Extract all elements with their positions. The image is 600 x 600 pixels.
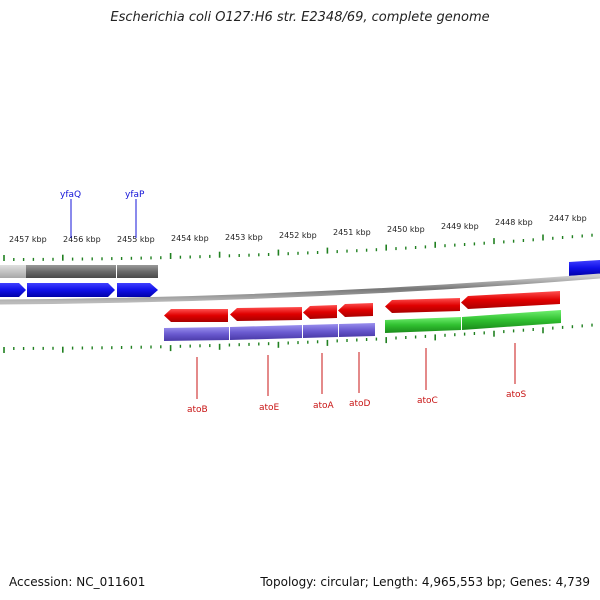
reverse-cds-track [164, 310, 561, 341]
accession-label: Accession: NC_011601 [9, 575, 146, 589]
gene-arrow-forward[interactable] [0, 283, 26, 297]
gene-arrow-atoS[interactable] [461, 291, 560, 309]
tick-label: 2456 kbp [63, 235, 101, 244]
genome-backbone [0, 273, 600, 305]
forward-cds-track [0, 265, 158, 278]
cds-feature-purple[interactable] [339, 323, 375, 337]
upper-tick-track [3, 233, 593, 261]
top-gene-labels: yfaQ yfaP [60, 190, 145, 238]
gene-arrow-atoB[interactable] [164, 309, 228, 322]
gene-arrow-atoA[interactable] [303, 305, 337, 319]
gene-label-atoC[interactable]: atoC [417, 396, 438, 406]
genome-title: Escherichia coli O127:H6 str. E2348/69, … [110, 10, 490, 25]
cds-feature-purple[interactable] [164, 327, 229, 341]
gene-label-yfaP[interactable]: yfaP [125, 190, 145, 200]
genome-summary: Topology: circular; Length: 4,965,553 bp… [260, 575, 590, 589]
cds-feature-gray[interactable] [117, 265, 158, 278]
tick-label: 2449 kbp [441, 222, 479, 231]
gene-arrow-yfaP[interactable] [117, 283, 158, 297]
gene-label-atoA[interactable]: atoA [313, 401, 335, 411]
cds-feature-lightgray[interactable] [0, 265, 26, 278]
tick-label: 2448 kbp [495, 218, 533, 227]
tick-label: 2447 kbp [549, 214, 587, 223]
gene-arrow-forward[interactable] [569, 260, 600, 276]
cds-feature-green[interactable] [462, 310, 561, 330]
tick-label: 2453 kbp [225, 233, 263, 242]
gene-label-atoB[interactable]: atoB [187, 405, 208, 415]
gene-label-yfaQ[interactable]: yfaQ [60, 190, 81, 200]
gene-arrow-atoD[interactable] [338, 303, 373, 317]
tick-label: 2451 kbp [333, 228, 371, 237]
cds-feature-purple[interactable] [230, 325, 302, 340]
tick-label: 2450 kbp [387, 225, 425, 234]
tick-label: 2455 kbp [117, 235, 155, 244]
gene-arrow-yfaQ[interactable] [27, 283, 115, 297]
gene-arrow-atoE[interactable] [230, 307, 302, 321]
tick-label: 2452 kbp [279, 231, 317, 240]
tick-label: 2454 kbp [171, 234, 209, 243]
bottom-gene-labels: atoB atoE atoA atoD atoC atoS [187, 343, 527, 415]
tick-label: 2457 kbp [9, 235, 47, 244]
gene-label-atoD[interactable]: atoD [349, 399, 371, 409]
cds-feature-green[interactable] [385, 317, 461, 333]
tick-labels: 2457 kbp 2456 kbp 2455 kbp 2454 kbp 2453… [9, 214, 587, 244]
lower-tick-track [3, 323, 593, 353]
gene-label-atoS[interactable]: atoS [506, 390, 527, 400]
gene-arrow-atoC[interactable] [385, 298, 460, 313]
gene-label-atoE[interactable]: atoE [259, 403, 280, 413]
cds-feature-purple[interactable] [303, 324, 338, 338]
cds-feature-gray[interactable] [26, 265, 116, 278]
reverse-gene-track [164, 291, 560, 322]
forward-gene-track [0, 260, 600, 297]
